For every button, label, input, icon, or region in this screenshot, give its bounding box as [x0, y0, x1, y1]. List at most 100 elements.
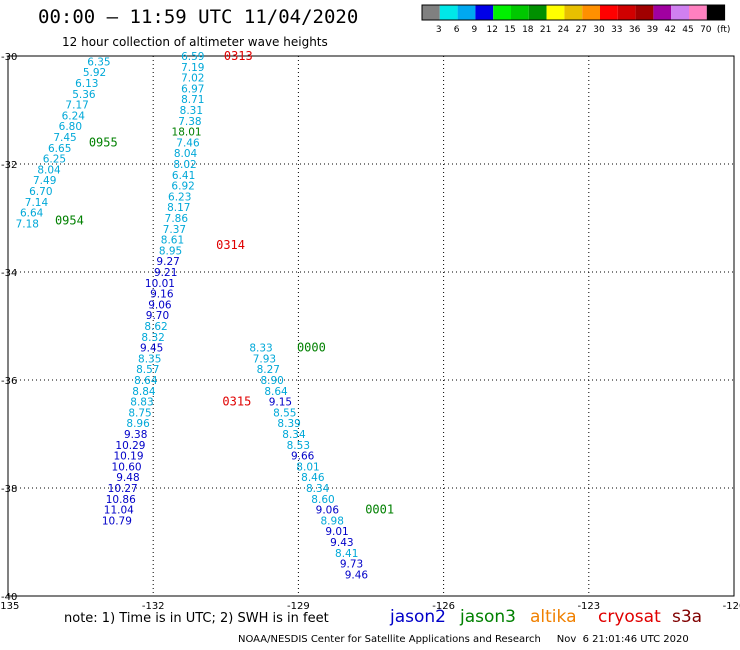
colorbar-label: 39 — [647, 25, 659, 35]
colorbar-label: 45 — [682, 25, 693, 35]
map-title: 00:00 – 11:59 UTC 11/04/2020 — [38, 6, 359, 28]
wave-height-point: 8.83 — [130, 397, 153, 409]
wave-height-point: 11.04 — [104, 505, 134, 517]
wave-height-point: 7.19 — [181, 62, 204, 74]
colorbar-label: 9 — [472, 25, 478, 35]
wave-height-point: 7.45 — [53, 132, 76, 144]
wave-height-point: 8.39 — [277, 418, 300, 430]
colorbar-label: 42 — [664, 25, 675, 35]
wave-height-point: 8.64 — [134, 375, 158, 387]
wave-height-point: 9.45 — [140, 343, 163, 355]
wave-height-point: 9.43 — [330, 537, 353, 549]
wave-height-point: 9.15 — [269, 397, 292, 409]
wave-height-point: 10.29 — [115, 440, 145, 452]
colorbar-swatch — [653, 5, 672, 20]
colorbar-label: 21 — [540, 25, 551, 35]
wave-height-point: 8.64 — [264, 386, 288, 398]
colorbar-swatch — [546, 5, 565, 20]
wave-height-point: 8.62 — [144, 321, 167, 333]
colorbar-frame — [421, 4, 726, 21]
wave-height-point: 6.70 — [29, 186, 52, 198]
wave-height-point: 6.59 — [181, 51, 204, 63]
wave-height-point: 8.71 — [181, 94, 204, 106]
wave-height-point: 8.27 — [257, 364, 280, 376]
wave-height-point: 9.46 — [345, 569, 369, 581]
y-tick-label: -32 — [1, 160, 17, 171]
wave-height-point: 8.33 — [249, 343, 272, 355]
wave-height-point: 9.06 — [148, 299, 172, 311]
colorbar-label: 18 — [522, 25, 534, 35]
wave-height-point: 7.46 — [176, 137, 200, 149]
wave-height-point: 8.90 — [260, 375, 283, 387]
x-tick-label: -126 — [432, 601, 455, 612]
wave-height-point: 7.86 — [165, 213, 189, 225]
wave-height-point: 7.17 — [65, 100, 88, 112]
satellite-legend-jason3: jason3 — [460, 607, 516, 627]
colorbar-label: 6 — [454, 25, 460, 35]
x-tick-label: -132 — [142, 601, 165, 612]
wave-height-point: 9.01 — [325, 526, 348, 538]
colorbar-swatch — [689, 5, 707, 20]
x-tick-label: -123 — [577, 601, 600, 612]
wave-height-point: 9.16 — [150, 289, 174, 301]
wave-height-point: 9.21 — [154, 267, 177, 279]
wave-height-point: 10.86 — [106, 494, 136, 506]
footer-credit: NOAA/NESDIS Center for Satellite Applica… — [238, 634, 689, 645]
x-tick-label: -120 — [723, 601, 740, 612]
pass-time-label: 0954 — [55, 214, 84, 228]
wave-height-point: 6.23 — [168, 191, 191, 203]
wave-height-point: 8.35 — [138, 353, 161, 365]
pass-time-label: 0001 — [365, 503, 394, 517]
pass-time-label: 0313 — [224, 49, 253, 63]
wave-height-point: 6.65 — [48, 143, 71, 155]
wave-height-point: 8.46 — [301, 472, 325, 484]
wave-height-point: 8.02 — [173, 159, 196, 171]
wave-height-point: 10.01 — [145, 278, 175, 290]
wave-height-point: 6.24 — [62, 110, 86, 122]
wave-height-point: 6.25 — [43, 154, 66, 166]
y-tick-label: -40 — [1, 592, 17, 603]
wave-height-point: 8.84 — [132, 386, 156, 398]
colorbar-swatch — [493, 5, 511, 20]
wave-height-point: 8.31 — [180, 105, 203, 117]
wave-height-point: 7.49 — [33, 175, 56, 187]
y-tick-label: -30 — [1, 52, 17, 63]
wave-height-point: 9.73 — [340, 559, 363, 571]
colorbar-label: 33 — [611, 25, 622, 35]
wave-height-point: 7.14 — [25, 197, 49, 209]
colorbar-swatch — [706, 5, 725, 20]
wave-height-point: 6.35 — [87, 56, 110, 68]
wave-height-point: 8.01 — [296, 461, 319, 473]
wave-height-point: 9.27 — [156, 256, 179, 268]
wave-height-point: 6.13 — [75, 78, 98, 90]
wave-height-point: 8.55 — [273, 407, 296, 419]
wave-height-point: 7.18 — [16, 218, 39, 230]
wave-height-point: 6.97 — [181, 83, 204, 95]
wave-height-point: 18.01 — [172, 127, 202, 139]
wave-height-point: 6.41 — [172, 170, 195, 182]
units-note: note: 1) Time is in UTC; 2) SWH is in fe… — [64, 611, 329, 626]
y-tick-label: -38 — [1, 484, 17, 495]
wave-height-point: 7.37 — [163, 224, 186, 236]
wave-height-point: 7.93 — [253, 353, 276, 365]
x-tick-label: -129 — [287, 601, 310, 612]
wave-height-point: 6.80 — [59, 121, 82, 133]
wave-height-point: 10.27 — [108, 483, 138, 495]
wave-height-point: 8.53 — [287, 440, 310, 452]
wave-height-point: 6.64 — [20, 208, 44, 220]
wave-height-point: 8.57 — [136, 364, 159, 376]
wave-height-point: 8.98 — [321, 515, 344, 527]
x-tick-label: -135 — [0, 601, 19, 612]
map-frame — [7, 55, 735, 597]
wave-height-point: 8.32 — [141, 332, 164, 344]
y-tick-label: -34 — [1, 268, 17, 279]
colorbar-swatch — [564, 5, 583, 20]
wave-height-point: 7.02 — [181, 73, 204, 85]
colorbar-swatch — [600, 5, 618, 20]
colorbar-swatch — [422, 5, 440, 20]
satellite-legend-altika: altika — [530, 607, 577, 627]
wave-height-point: 8.60 — [311, 494, 334, 506]
wave-height-point: 8.95 — [159, 245, 182, 257]
wave-height-point: 6.92 — [171, 181, 194, 193]
